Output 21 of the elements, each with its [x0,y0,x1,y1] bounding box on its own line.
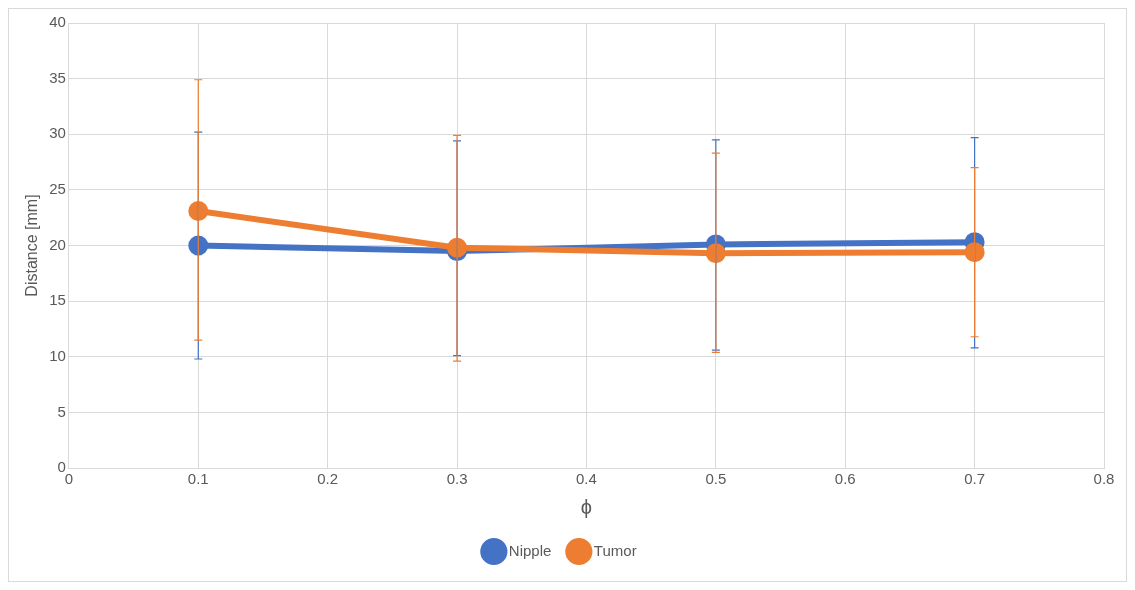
x-tick-label: 0.1 [187,470,209,488]
y-tick-label: 20 [49,235,66,253]
x-axis-title: ϕ [580,495,593,518]
x-tick-label: 0.6 [834,470,856,488]
y-tick-label: 30 [49,124,66,142]
y-axis-title: Distance [mm] [23,194,41,297]
x-tick-label: 0.5 [705,470,727,488]
y-tick-label: 10 [49,346,66,364]
x-tick-label: 0.4 [576,470,597,488]
legend-label: Tumor [593,541,637,559]
y-tick-label: 40 [49,13,66,31]
y-tick-label: 35 [49,68,66,86]
x-tick-label: 0.3 [446,470,468,488]
y-tick-label: 15 [49,291,66,309]
x-tick-label: 0.8 [1093,470,1115,488]
y-tick-label: 5 [57,402,66,420]
x-tick-label: 0.2 [317,470,339,488]
legend-label: Nipple [508,541,552,559]
y-tick-label: 25 [49,180,66,198]
x-tick-label: 0.7 [964,470,986,488]
y-tick-label: 0 [57,458,66,476]
